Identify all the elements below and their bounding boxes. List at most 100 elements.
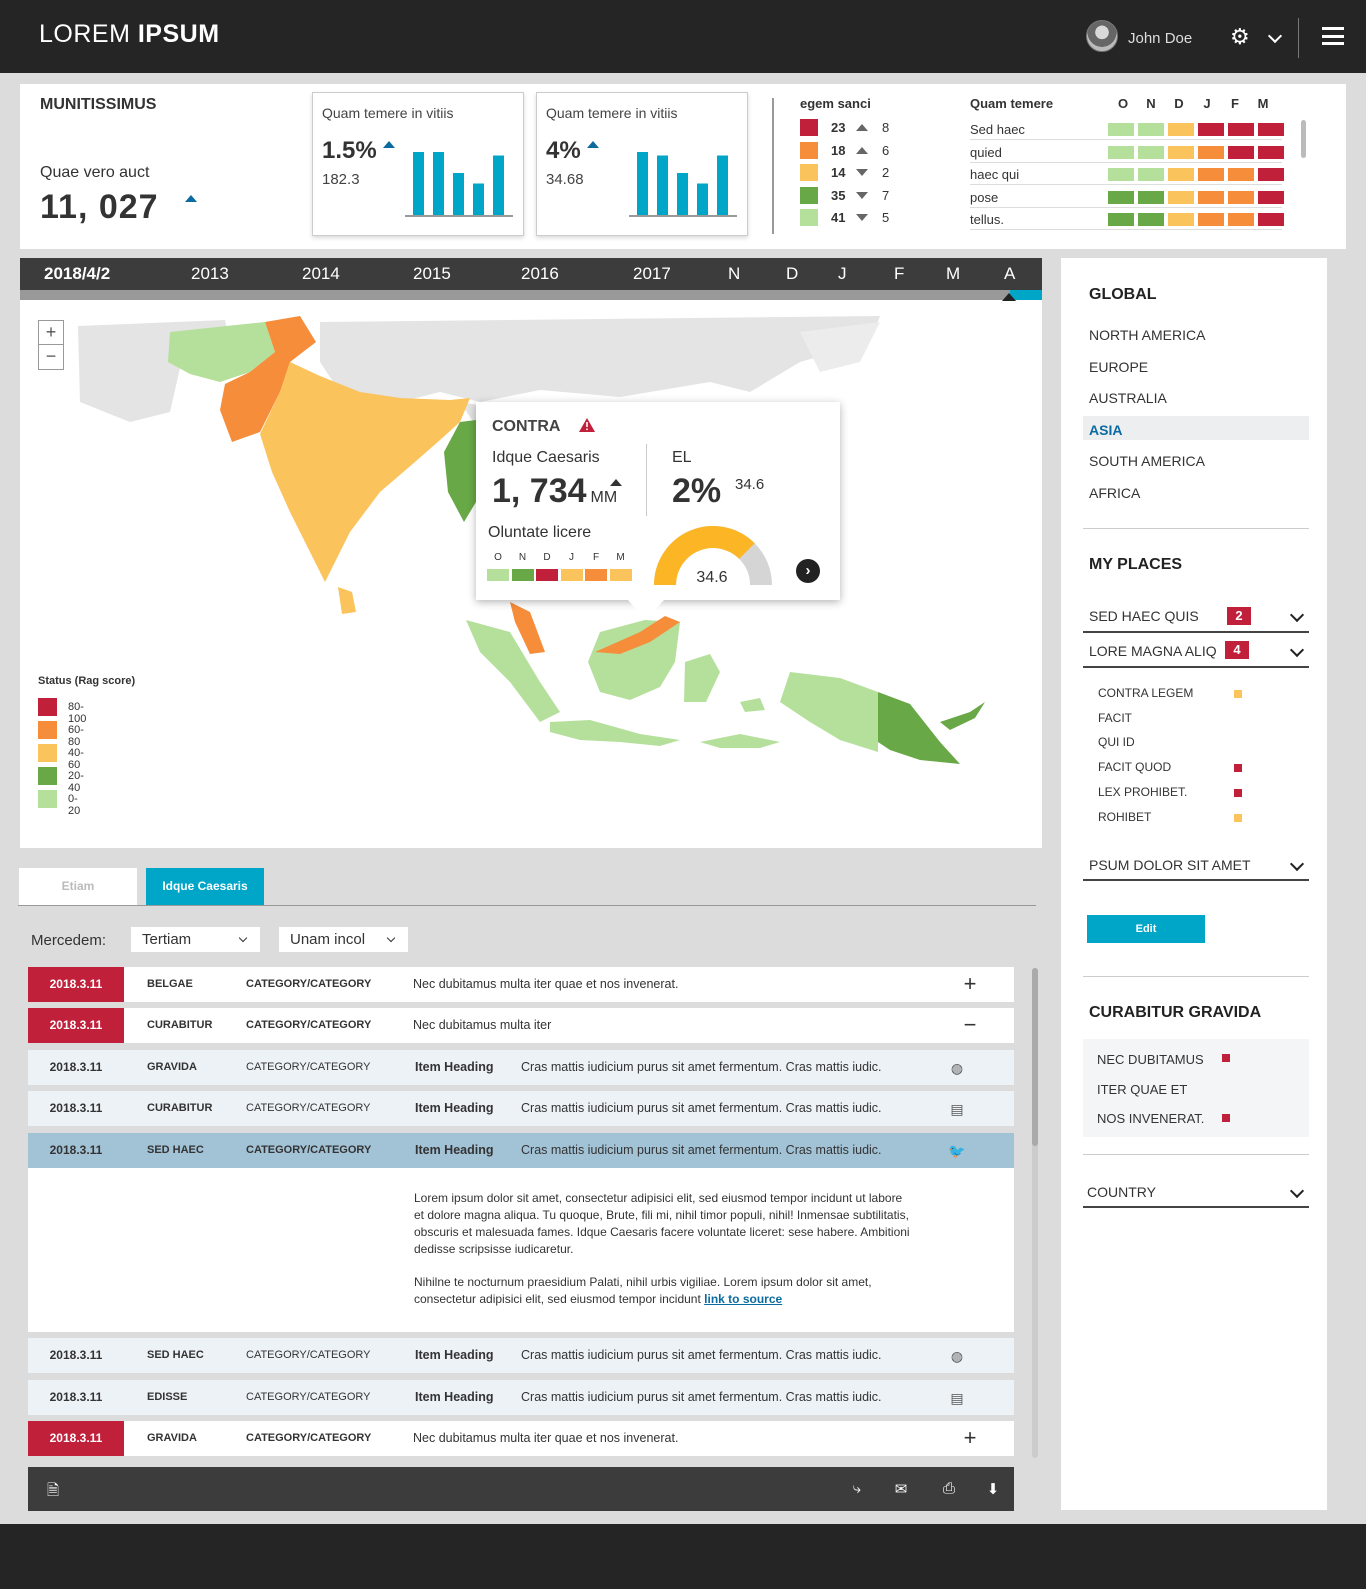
- quam-cell: [1108, 145, 1134, 159]
- table-row[interactable]: 2018.3.11 SED HAEC CATEGORY/CATEGORY Item H…: [28, 1133, 1014, 1168]
- globe-icon[interactable]: ◍: [950, 1060, 964, 1076]
- twitter-icon[interactable]: 🐦: [948, 1143, 966, 1159]
- region-nusa[interactable]: [700, 734, 780, 748]
- news-icon[interactable]: ▤: [950, 1390, 964, 1406]
- place-group-2[interactable]: LORE MAGNA ALIQ: [1089, 643, 1217, 659]
- table-row[interactable]: 2018.3.11 CURABITUR CATEGORY/CATEGORY Nec d…: [28, 1008, 1014, 1043]
- map-canvas[interactable]: [20, 302, 1042, 842]
- timeline-item[interactable]: 2018/4/2: [44, 264, 111, 283]
- timeline-caret-icon[interactable]: [1002, 293, 1016, 301]
- chevron-down-icon[interactable]: [1289, 607, 1305, 623]
- row-description: Cras mattis iudicium purus sit amet ferm…: [521, 1101, 882, 1115]
- popup-next-button[interactable]: ›: [796, 559, 820, 583]
- region-borneo[interactable]: [588, 620, 680, 700]
- region-sumatra[interactable]: [466, 620, 560, 722]
- kpi-card-2[interactable]: Quam temere in vitiis 4% 34.68: [536, 92, 748, 236]
- place-group-1[interactable]: SED HAEC QUIS: [1089, 608, 1199, 624]
- table-row[interactable]: 2018.3.11 BELGAE CATEGORY/CATEGORY Nec dubi…: [28, 967, 1014, 1002]
- region-malaysia[interactable]: [510, 602, 545, 654]
- region-india[interactable]: [260, 362, 470, 582]
- timeline-item[interactable]: 2015: [413, 264, 451, 283]
- region-png-island[interactable]: [940, 702, 985, 730]
- hamburger-menu-icon[interactable]: [1322, 27, 1344, 45]
- collapse-button[interactable]: −: [963, 1012, 977, 1037]
- kpi-card-1[interactable]: Quam temere in vitiis 1.5% 182.3: [312, 92, 524, 236]
- download-icon[interactable]: ⬇: [986, 1481, 1000, 1498]
- chevron-down-icon[interactable]: [1267, 28, 1283, 44]
- country-dropdown[interactable]: COUNTRY: [1087, 1184, 1156, 1200]
- region-maluku[interactable]: [740, 698, 765, 712]
- timeline-item[interactable]: 2017: [633, 264, 671, 283]
- user-name[interactable]: John Doe: [1128, 30, 1193, 47]
- table-row[interactable]: 2018.3.11 GRAVIDA CATEGORY/CATEGORY Nec dub…: [28, 1421, 1014, 1456]
- timeline-item[interactable]: 2016: [521, 264, 559, 283]
- table-scrollbar-thumb[interactable]: [1032, 968, 1038, 1146]
- place-item[interactable]: CONTRA LEGEM: [1098, 686, 1194, 700]
- globe-icon[interactable]: ◍: [950, 1348, 964, 1364]
- source-link[interactable]: link to source: [704, 1292, 783, 1306]
- place-group-3[interactable]: PSUM DOLOR SIT AMET: [1089, 857, 1251, 873]
- region-java[interactable]: [550, 720, 680, 746]
- expand-button[interactable]: +: [963, 971, 977, 996]
- timeline-item[interactable]: 2014: [302, 264, 340, 283]
- timeline-track[interactable]: [20, 290, 1042, 300]
- zoom-out-button[interactable]: −: [45, 346, 57, 366]
- chevron-down-icon[interactable]: [1289, 1183, 1305, 1199]
- sidebar-item-region[interactable]: SOUTH AMERICA: [1089, 453, 1205, 470]
- cura-item[interactable]: NEC DUBITAMUS: [1097, 1052, 1204, 1067]
- logo[interactable]: LOREM IPSUM: [39, 20, 220, 49]
- expand-button[interactable]: +: [963, 1425, 977, 1450]
- place-item[interactable]: FACIT QUOD: [1098, 760, 1172, 775]
- edit-button[interactable]: Edit: [1087, 915, 1205, 943]
- place-item[interactable]: LEX PROHIBET.: [1098, 784, 1188, 799]
- region-myanmar[interactable]: [444, 420, 476, 522]
- table-row[interactable]: 2018.3.11 SED HAEC CATEGORY/CATEGORY Item H…: [28, 1338, 1014, 1373]
- cura-item[interactable]: NOS INVENERAT.: [1097, 1111, 1205, 1126]
- chevron-down-icon[interactable]: [1289, 856, 1305, 872]
- timeline-item[interactable]: F: [894, 264, 905, 283]
- sidebar-item-region[interactable]: EUROPE: [1089, 358, 1149, 375]
- place-item[interactable]: ROHIBET: [1098, 809, 1152, 824]
- cura-item[interactable]: ITER QUAE ET: [1097, 1081, 1188, 1097]
- region-sulawesi[interactable]: [684, 654, 720, 702]
- region-pakistan[interactable]: [220, 316, 316, 442]
- table-scrollbar[interactable]: [1032, 968, 1038, 1458]
- quam-scrollbar[interactable]: [1301, 120, 1306, 158]
- region-png[interactable]: [878, 692, 960, 764]
- timeline-item[interactable]: D: [786, 264, 799, 283]
- document-icon[interactable]: 🗎: [46, 1482, 60, 1499]
- gear-icon[interactable]: ⚙: [1230, 24, 1250, 49]
- table-row[interactable]: 2018.3.11 GRAVIDA CATEGORY/CATEGORY Item He…: [28, 1050, 1014, 1085]
- region-papua[interactable]: [780, 672, 878, 752]
- timeline-item[interactable]: M: [946, 264, 961, 283]
- sidebar-item-region[interactable]: ASIA: [1089, 421, 1123, 438]
- timeline-item[interactable]: A: [1004, 264, 1016, 283]
- print-icon[interactable]: ⎙: [942, 1480, 955, 1497]
- region-afghanistan[interactable]: [168, 322, 275, 382]
- sidebar-item-region[interactable]: AUSTRALIA: [1089, 390, 1167, 407]
- timeline-item[interactable]: N: [728, 264, 741, 283]
- place-item[interactable]: QUI ID: [1098, 735, 1135, 750]
- region-sarawak[interactable]: [595, 616, 680, 654]
- timeline-item[interactable]: 2013: [191, 264, 229, 283]
- zoom-in-button[interactable]: +: [39, 321, 63, 345]
- quam-cell: [1168, 123, 1194, 136]
- filter-select-2-value: Unam incol: [290, 931, 366, 948]
- share-icon[interactable]: ⤷: [852, 1480, 862, 1497]
- tab-idque-caesaris[interactable]: Idque Caesaris: [146, 868, 264, 905]
- sidebar-item-region[interactable]: NORTH AMERICA: [1089, 327, 1206, 343]
- region-sri-lanka[interactable]: [338, 587, 356, 614]
- tab-etiam[interactable]: Etiam: [19, 868, 137, 905]
- chevron-down-icon[interactable]: [1289, 642, 1305, 658]
- row-heading: Item Heading: [415, 1348, 494, 1362]
- table-row[interactable]: 2018.3.11 EDISSE CATEGORY/CATEGORY Item Hea…: [28, 1380, 1014, 1415]
- timeline-item[interactable]: J: [838, 264, 847, 283]
- filter-select-2[interactable]: Unam incol: [278, 926, 409, 953]
- sidebar-item-region[interactable]: AFRICA: [1089, 485, 1141, 501]
- mail-icon[interactable]: ✉: [894, 1481, 908, 1498]
- avatar[interactable]: [1086, 20, 1118, 52]
- news-icon[interactable]: ▤: [950, 1101, 964, 1117]
- table-row[interactable]: 2018.3.11 CURABITUR CATEGORY/CATEGORY Item …: [28, 1091, 1014, 1126]
- place-item[interactable]: FACIT: [1098, 710, 1133, 725]
- filter-select-1[interactable]: Tertiam: [130, 926, 261, 953]
